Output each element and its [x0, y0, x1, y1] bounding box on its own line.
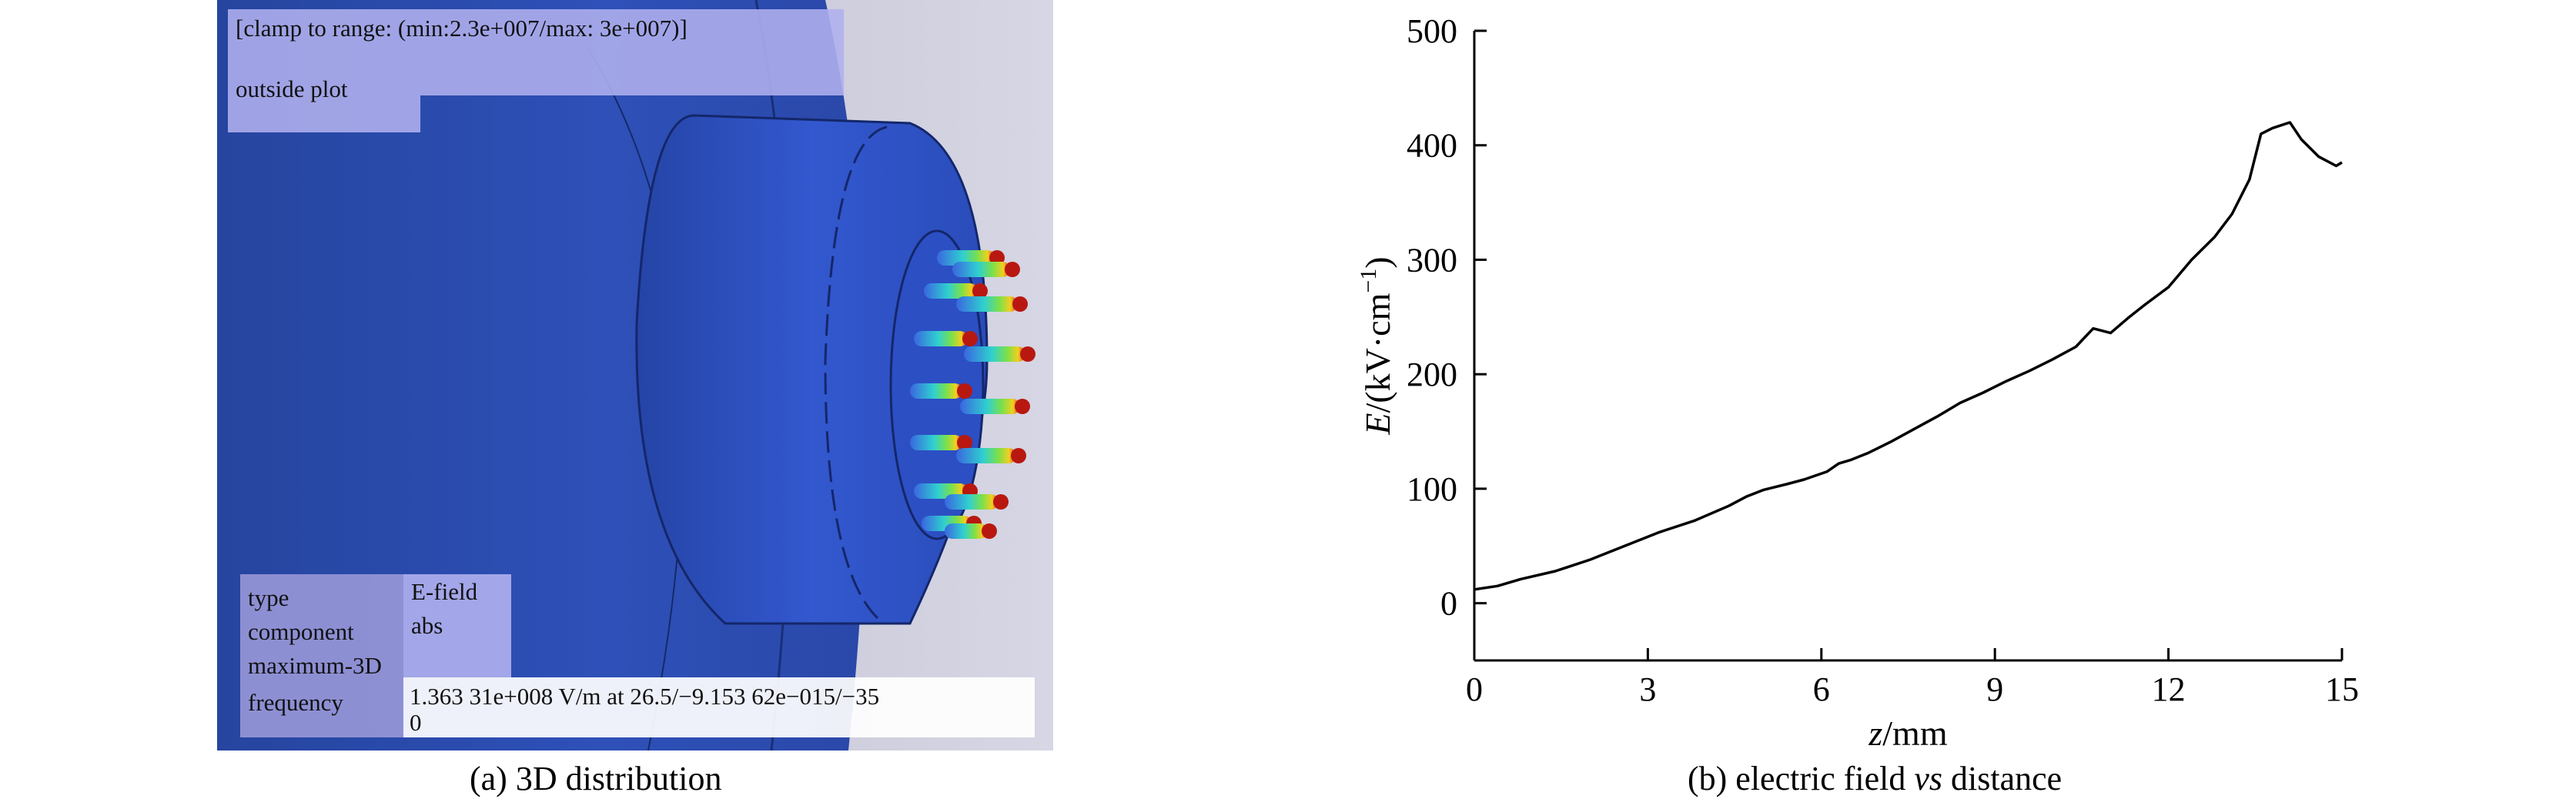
series-line: [1474, 121, 2343, 591]
info-value-component: abs: [411, 612, 443, 639]
info-value-frequency: 0: [410, 709, 422, 736]
info-value-type: E-field: [411, 578, 478, 605]
x-axis-label: z/mm: [1868, 714, 1947, 753]
y-tick-label: 300: [1407, 241, 1457, 279]
outside-plot-label: outside plot: [236, 75, 348, 102]
caption-electric-field-vs-distance: (b) electric field vs distance: [1688, 760, 2062, 797]
chart-axes: [1473, 31, 2342, 662]
info-label-type: type: [248, 584, 289, 611]
chart-ticks: 0 100 200 300 400 500 0 3 6 9 12 15: [1407, 12, 2359, 708]
info-values-extra-panel: 1.363 31e+008 V/m at 26.5/−9.153 62e−015…: [403, 677, 1035, 737]
clamp-overlay-tail: [228, 95, 420, 132]
info-label-frequency: frequency: [248, 689, 343, 716]
info-value-maximum: 1.363 31e+008 V/m at 26.5/−9.153 62e−015…: [410, 683, 880, 710]
y-tick-label: 200: [1407, 356, 1457, 393]
electric-field-chart: 0 100 200 300 400 500 0 3 6 9 12 15 z/mm E/(kV·cm−1…: [1356, 12, 2359, 753]
cylinder-body: [635, 114, 989, 625]
clamp-range-overlay: [clamp to range: (min:2.3e+007/max: 3e+0…: [228, 9, 844, 95]
y-tick-label: 400: [1407, 127, 1457, 165]
y-tick-label: 500: [1407, 12, 1457, 50]
info-label-component: component: [248, 618, 354, 645]
x-tick-label: 9: [1986, 670, 2003, 708]
clamp-range-text: [clamp to range: (min:2.3e+007/max: 3e+0…: [236, 15, 687, 42]
x-tick-label: 3: [1639, 670, 1656, 708]
x-tick-label: 0: [1466, 670, 1483, 708]
x-tick-label: 12: [2152, 670, 2186, 708]
y-axis-label: E/(kV·cm−1): [1356, 256, 1397, 435]
info-values-panel: E-field abs: [403, 574, 511, 677]
info-labels-panel: type component maximum-3D frequency: [240, 574, 403, 737]
emitter-tips: [910, 250, 1035, 539]
y-tick-label: 100: [1407, 470, 1457, 508]
info-label-maximum: maximum-3D: [248, 652, 382, 679]
x-tick-label: 15: [2325, 670, 2359, 708]
x-tick-label: 6: [1813, 670, 1830, 708]
chart-plot: [1474, 121, 2343, 591]
y-tick-label: 0: [1440, 585, 1457, 623]
simulation-view: [clamp to range: (min:2.3e+007/max: 3e+0…: [217, 0, 1053, 750]
caption-3d-distribution: (a) 3D distribution: [470, 760, 722, 797]
cylinder-seam: [824, 125, 888, 621]
